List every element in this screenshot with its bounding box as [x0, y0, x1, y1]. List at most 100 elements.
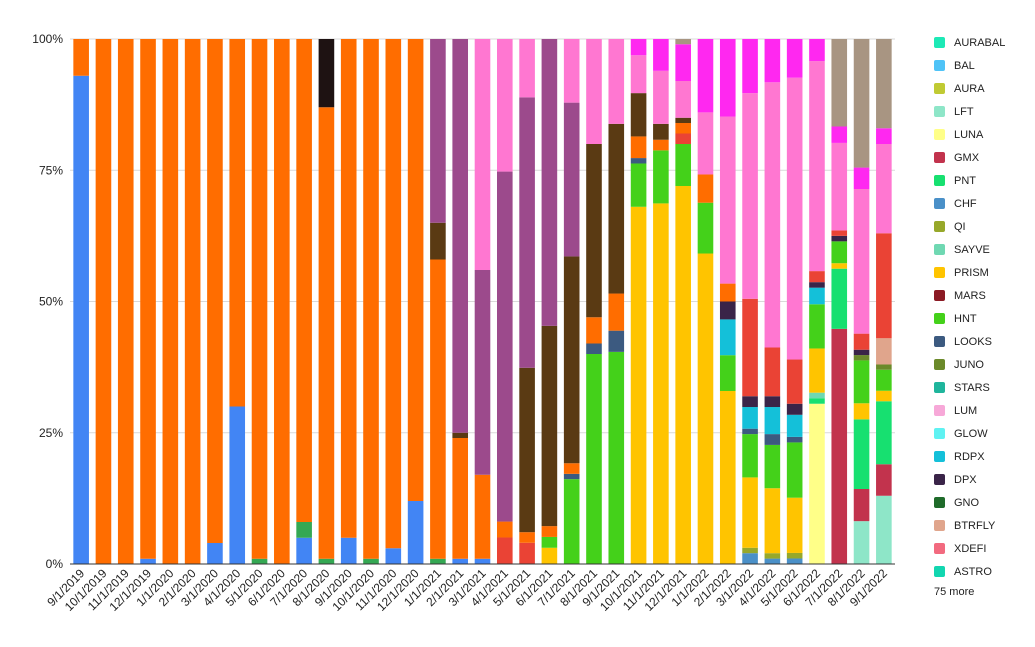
- y-tick-label: 0%: [46, 557, 64, 571]
- bar-segment: [675, 44, 691, 81]
- legend-item[interactable]: MARS: [934, 284, 1034, 307]
- bar-segment: [876, 369, 892, 391]
- legend-label: STARS: [954, 381, 990, 394]
- legend-item[interactable]: GNO: [934, 491, 1034, 514]
- bar-segment: [876, 364, 892, 370]
- legend-swatch: [934, 106, 945, 117]
- bar-segment: [697, 39, 714, 113]
- bar-segment: [675, 81, 691, 118]
- legend-item[interactable]: STARS: [934, 376, 1034, 399]
- bar-segment: [140, 39, 156, 559]
- legend-label: GLOW: [954, 427, 988, 440]
- bar-segment: [719, 39, 736, 117]
- bar-segment: [496, 537, 513, 564]
- bar-segment: [519, 367, 535, 533]
- bar-segment: [764, 553, 781, 559]
- bar-segment: [719, 390, 736, 564]
- legend-swatch: [934, 267, 945, 278]
- legend-item[interactable]: PNT: [934, 169, 1034, 192]
- bar-segment: [430, 39, 446, 223]
- legend-item[interactable]: GLOW: [934, 422, 1034, 445]
- bar-segment: [719, 319, 736, 356]
- bar-segment: [853, 521, 870, 564]
- legend-item[interactable]: GMX: [934, 146, 1034, 169]
- legend-label: PNT: [954, 174, 976, 187]
- bar-segment: [630, 158, 647, 164]
- bar-segment: [608, 330, 625, 352]
- legend-swatch: [934, 428, 945, 439]
- legend-label: BAL: [954, 59, 975, 72]
- legend-item[interactable]: ASTRO: [934, 560, 1034, 583]
- bar-segment: [162, 39, 179, 564]
- bar-segment: [296, 537, 312, 564]
- bar-segment: [786, 436, 803, 443]
- bar-segment: [876, 338, 892, 365]
- legend-item[interactable]: LUNA: [934, 123, 1034, 146]
- legend-swatch: [934, 543, 945, 554]
- legend-item[interactable]: QI: [934, 215, 1034, 238]
- bar-segment: [876, 464, 892, 496]
- bar-segment: [786, 442, 803, 498]
- bar-segment: [73, 39, 89, 76]
- bar-segment: [809, 287, 825, 305]
- bar-segment: [207, 39, 223, 543]
- bar-segment: [853, 355, 870, 361]
- bar-segment: [519, 542, 535, 564]
- legend-swatch: [934, 290, 945, 301]
- legend-item[interactable]: SAYVE: [934, 238, 1034, 261]
- bar-segment: [786, 77, 803, 360]
- bar-segment: [876, 401, 892, 465]
- legend-item[interactable]: PRISM: [934, 261, 1034, 284]
- bar-segment: [764, 39, 781, 83]
- bar-segment: [563, 479, 580, 564]
- bar-segment: [474, 558, 491, 564]
- bar-segment: [719, 301, 736, 320]
- bar-segment: [764, 82, 781, 348]
- bar-segment: [496, 521, 513, 538]
- bar-segment: [764, 444, 781, 489]
- legend-item[interactable]: HNT: [934, 307, 1034, 330]
- bar-segment: [586, 39, 602, 144]
- legend-item[interactable]: CHF: [934, 192, 1034, 215]
- bar-segment: [586, 343, 602, 354]
- bar-segment: [586, 317, 602, 344]
- bar-segment: [809, 398, 825, 404]
- bar-segment: [385, 548, 402, 564]
- legend-item[interactable]: RDPX: [934, 445, 1034, 468]
- legend-swatch: [934, 313, 945, 324]
- legend-swatch: [934, 129, 945, 140]
- legend-label: LUNA: [954, 128, 984, 141]
- bar-segment: [675, 123, 691, 134]
- legend-item[interactable]: JUNO: [934, 353, 1034, 376]
- legend-item[interactable]: AURABAL: [934, 31, 1034, 54]
- bar-segment: [876, 128, 892, 144]
- bar-segment: [675, 39, 691, 45]
- legend-item[interactable]: LUM: [934, 399, 1034, 422]
- legend-item[interactable]: BAL: [934, 54, 1034, 77]
- bar-segment: [140, 558, 156, 564]
- bar-segment: [853, 360, 870, 404]
- bar-segment: [452, 438, 469, 559]
- legend-item[interactable]: AURA: [934, 77, 1034, 100]
- bar-segment: [697, 174, 714, 203]
- bar-segment: [496, 39, 513, 172]
- legend-item[interactable]: LFT: [934, 100, 1034, 123]
- bar-segment: [831, 263, 848, 269]
- bar-segment: [73, 75, 89, 564]
- bar-segment: [251, 558, 268, 564]
- bar-segment: [653, 70, 669, 124]
- bar-segment: [675, 133, 691, 144]
- legend-item[interactable]: LOOKS: [934, 330, 1034, 353]
- legend-label: SAYVE: [954, 243, 990, 256]
- bar-segment: [207, 543, 223, 564]
- bar-segment: [831, 268, 848, 329]
- legend-item[interactable]: DPX: [934, 468, 1034, 491]
- bar-segment: [452, 558, 469, 564]
- bar-segment: [809, 304, 825, 349]
- legend-swatch: [934, 336, 945, 347]
- legend-more-link[interactable]: 75 more: [934, 586, 975, 598]
- bar-segment: [653, 123, 669, 140]
- bar-segment: [541, 547, 558, 564]
- legend-item[interactable]: XDEFI: [934, 537, 1034, 560]
- legend-item[interactable]: BTRFLY: [934, 514, 1034, 537]
